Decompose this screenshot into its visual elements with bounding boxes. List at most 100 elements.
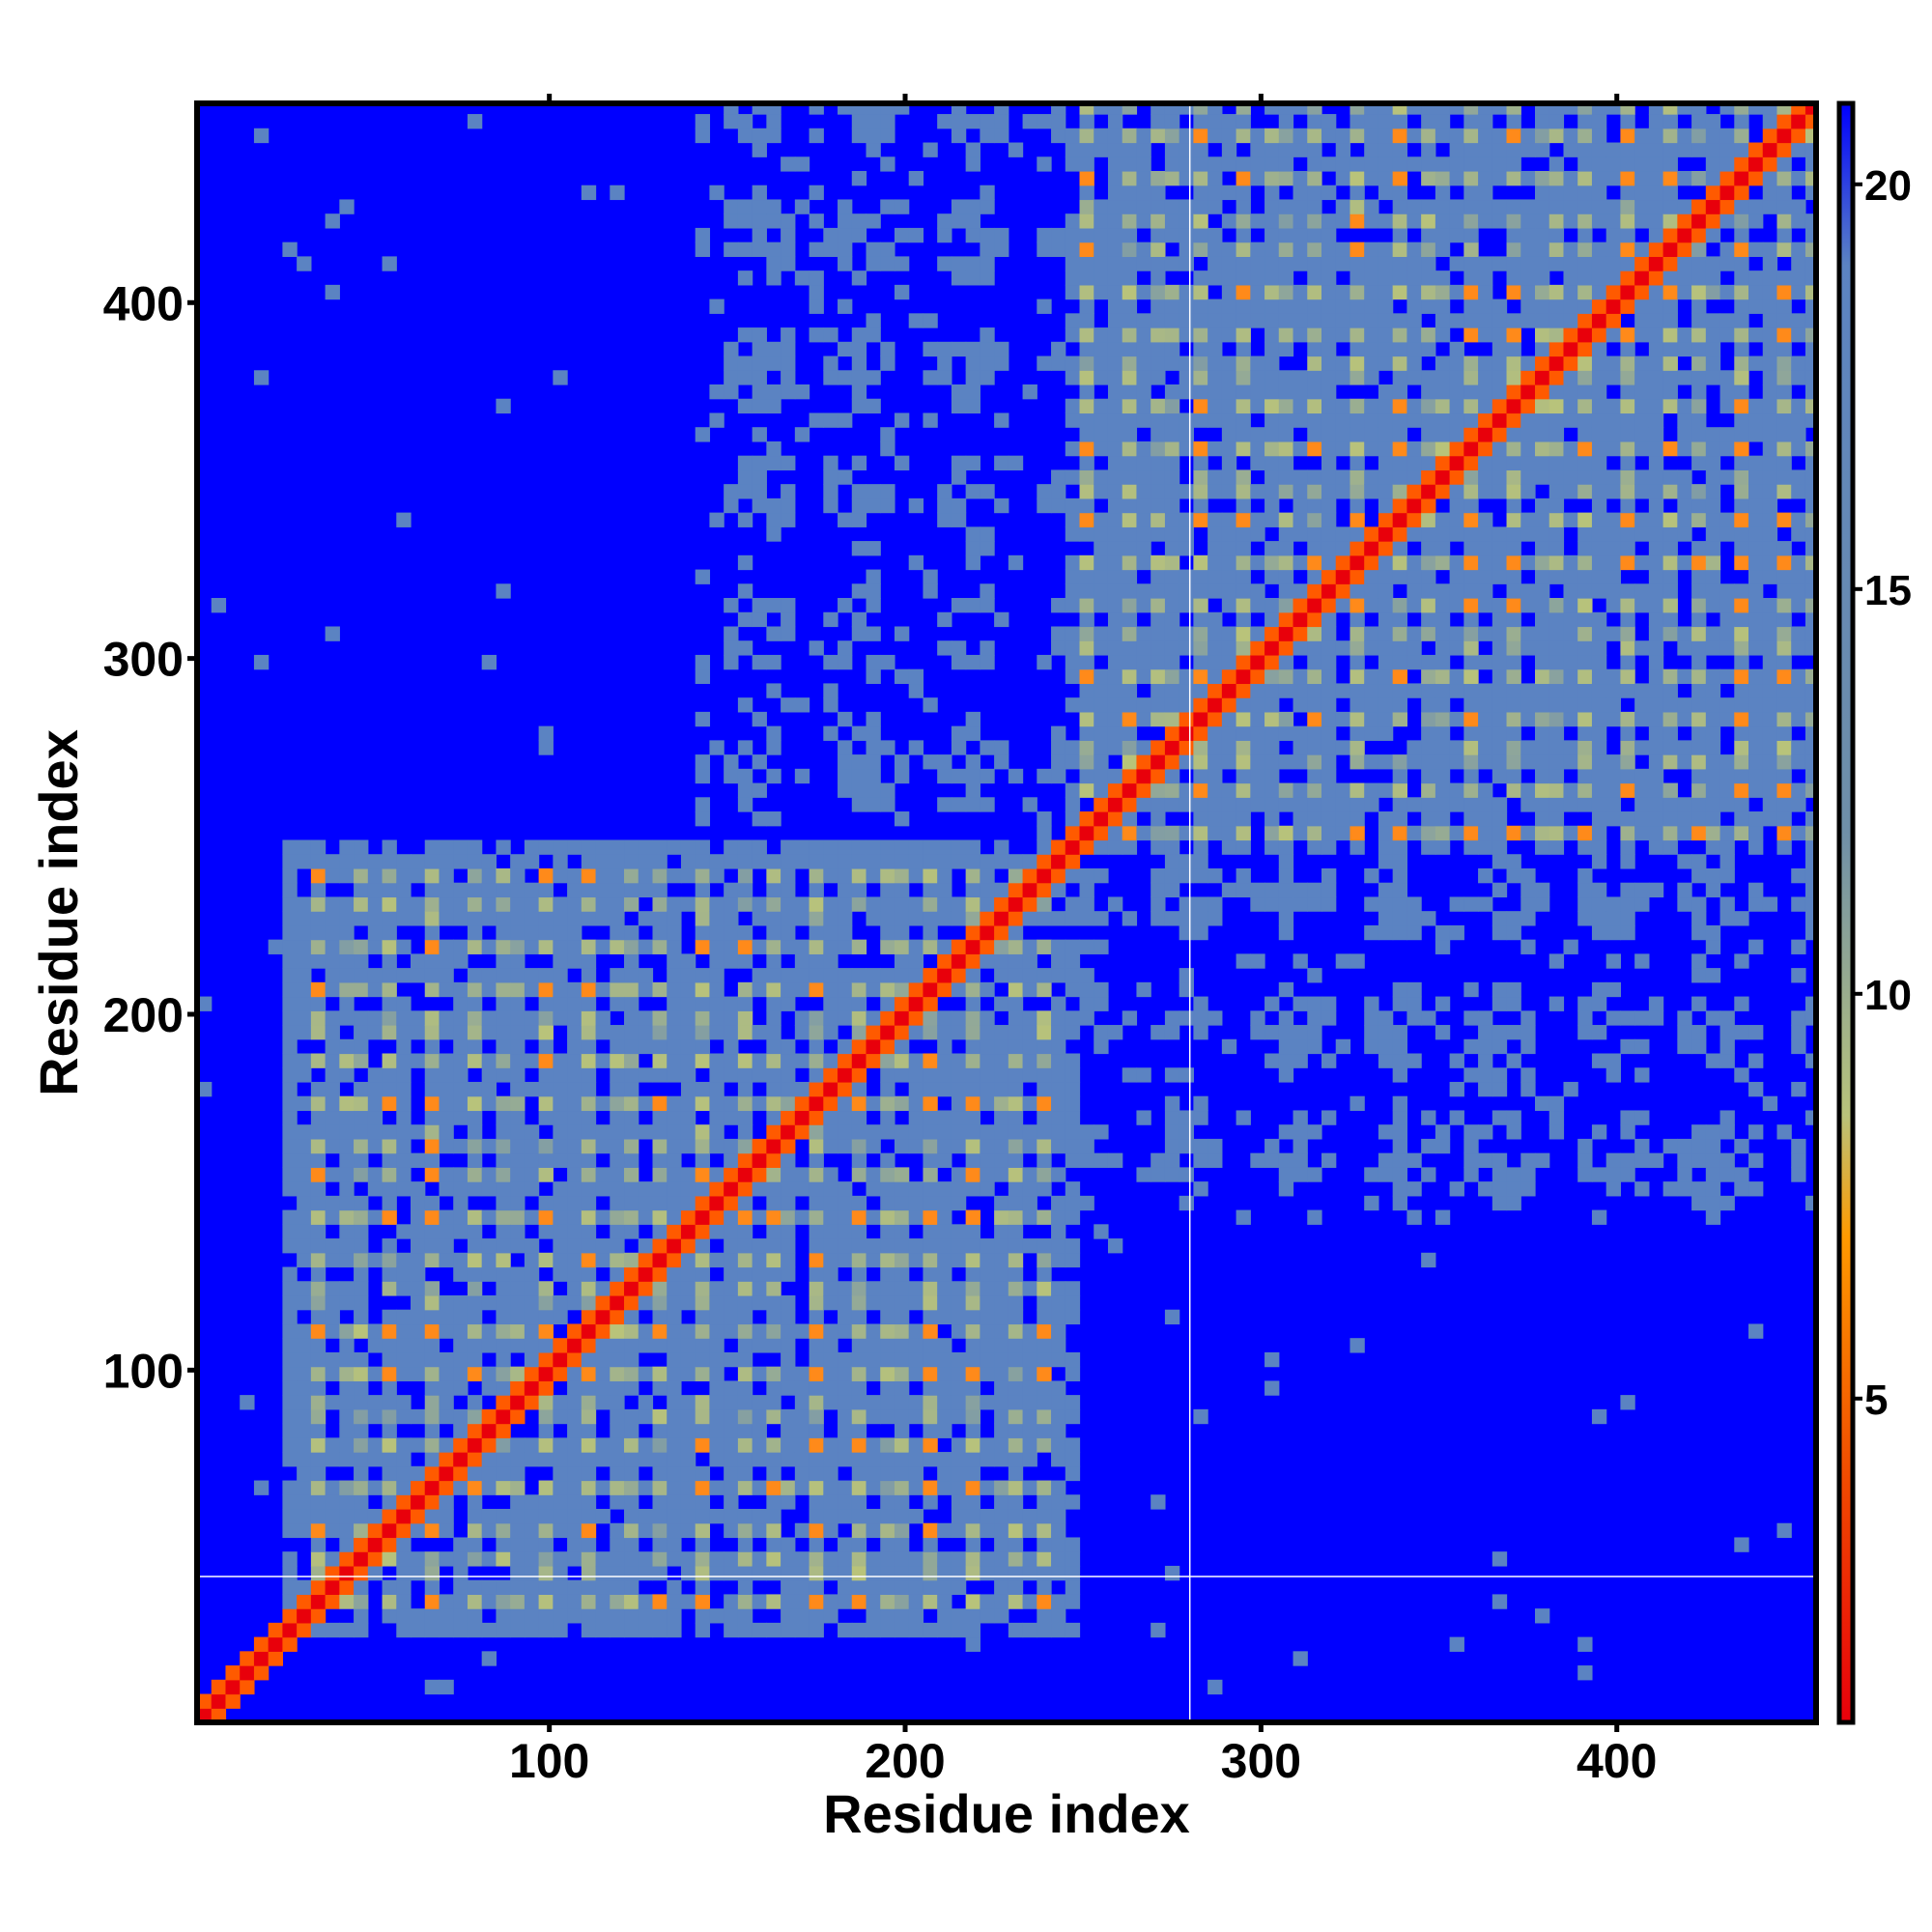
- heatmap-cell: [980, 227, 995, 243]
- heatmap-cell: [965, 854, 980, 869]
- heatmap-cell: [638, 1338, 654, 1353]
- heatmap-cell: [838, 598, 853, 613]
- heatmap-cell: [1520, 213, 1536, 229]
- heatmap-cell: [1022, 1010, 1037, 1026]
- heatmap-cell: [1208, 227, 1223, 243]
- heatmap-cell: [1079, 242, 1094, 257]
- heatmap-cell: [1520, 1081, 1536, 1097]
- heatmap-cell: [980, 341, 995, 357]
- heatmap-cell: [851, 1209, 867, 1225]
- heatmap-cell: [382, 1195, 397, 1211]
- heatmap-cell: [1094, 569, 1109, 584]
- heatmap-cell: [737, 1608, 753, 1624]
- heatmap-cell: [937, 797, 952, 812]
- heatmap-cell: [538, 1095, 554, 1112]
- heatmap-cell: [567, 839, 582, 855]
- heatmap-cell: [354, 1437, 369, 1453]
- heatmap-cell: [1208, 1152, 1223, 1168]
- heatmap-cell: [1535, 598, 1550, 613]
- heatmap-cell: [766, 1095, 781, 1112]
- heatmap-cell: [1179, 313, 1194, 328]
- heatmap-cell: [695, 797, 711, 812]
- heatmap-cell: [980, 882, 995, 898]
- heatmap-cell: [851, 370, 867, 385]
- heatmap-cell: [282, 953, 298, 969]
- heatmap-cell: [1435, 455, 1451, 471]
- heatmap-cell: [781, 896, 796, 912]
- heatmap-cell: [610, 1323, 625, 1339]
- heatmap-cell: [937, 867, 952, 884]
- heatmap-cell: [1378, 1038, 1394, 1055]
- heatmap-cell: [794, 1366, 810, 1381]
- heatmap-cell: [695, 968, 711, 983]
- heatmap-cell: [1321, 512, 1337, 527]
- heatmap-cell: [610, 1351, 625, 1368]
- heatmap-cell: [1321, 611, 1337, 628]
- heatmap-cell: [638, 1266, 654, 1282]
- heatmap-cell: [396, 1038, 412, 1055]
- heatmap-cell: [695, 1167, 711, 1182]
- heatmap-cell: [894, 911, 910, 926]
- heatmap-cell: [1236, 256, 1251, 271]
- heatmap-cell: [908, 1351, 924, 1368]
- heatmap-cell: [1478, 185, 1493, 201]
- heatmap-cell: [1392, 440, 1407, 457]
- heatmap-cell: [1221, 128, 1237, 144]
- heatmap-cell: [1548, 1124, 1565, 1140]
- heatmap-cell: [1122, 754, 1138, 770]
- heatmap-cell: [297, 1095, 312, 1112]
- heatmap-cell: [1478, 440, 1493, 457]
- heatmap-cell: [838, 1309, 853, 1325]
- heatmap-cell: [1008, 911, 1024, 926]
- heatmap-cell: [880, 440, 895, 457]
- heatmap-cell: [1065, 981, 1081, 998]
- heatmap-cell: [1364, 583, 1379, 599]
- heatmap-cell: [823, 896, 838, 912]
- heatmap-cell: [1107, 440, 1123, 457]
- heatmap-cell: [1151, 711, 1166, 727]
- heatmap-cell: [538, 1537, 554, 1552]
- heatmap-cell: [724, 1465, 739, 1482]
- heatmap-cell: [652, 1309, 668, 1325]
- heatmap-cell: [1421, 740, 1436, 755]
- heatmap-cell: [610, 981, 625, 998]
- heatmap-cell: [1392, 697, 1407, 713]
- heatmap-cell: [709, 384, 724, 400]
- heatmap-cell: [1065, 569, 1081, 584]
- heatmap-cell: [467, 1622, 483, 1638]
- heatmap-cell: [1449, 1110, 1464, 1125]
- heatmap-cell: [282, 242, 298, 257]
- heatmap-cell: [866, 313, 881, 328]
- heatmap-cell: [880, 1395, 895, 1410]
- heatmap-cell: [297, 854, 312, 869]
- heatmap-cell: [1478, 782, 1493, 798]
- heatmap-cell: [908, 839, 924, 855]
- heatmap-cell: [1250, 170, 1265, 186]
- heatmap-cell: [980, 270, 995, 286]
- heatmap-cell: [809, 1181, 824, 1197]
- heatmap-cell: [1151, 484, 1166, 499]
- heatmap-cell: [1378, 114, 1394, 129]
- heatmap-cell: [339, 1138, 355, 1154]
- heatmap-cell: [866, 1522, 881, 1539]
- heatmap-cell: [951, 1437, 967, 1453]
- heatmap-cell: [1406, 825, 1422, 841]
- heatmap-cell: [1164, 227, 1180, 243]
- heatmap-cell: [339, 867, 355, 884]
- heatmap-cell: [1378, 398, 1394, 414]
- heatmap-cell: [781, 1338, 796, 1353]
- heatmap-cell: [1535, 384, 1550, 400]
- heatmap-cell: [1122, 541, 1138, 556]
- heatmap-cell: [894, 1452, 910, 1467]
- heatmap-cell: [951, 341, 967, 357]
- heatmap-cell: [339, 1395, 355, 1410]
- heatmap-cell: [1008, 924, 1024, 941]
- heatmap-cell: [268, 1636, 284, 1652]
- heatmap-cell: [1179, 384, 1194, 400]
- heatmap-cell: [980, 1266, 995, 1282]
- heatmap-cell: [297, 1152, 312, 1168]
- heatmap-cell: [1264, 170, 1280, 186]
- heatmap-cell: [680, 968, 696, 983]
- heatmap-cell: [752, 611, 767, 628]
- heatmap-cell: [794, 1025, 810, 1040]
